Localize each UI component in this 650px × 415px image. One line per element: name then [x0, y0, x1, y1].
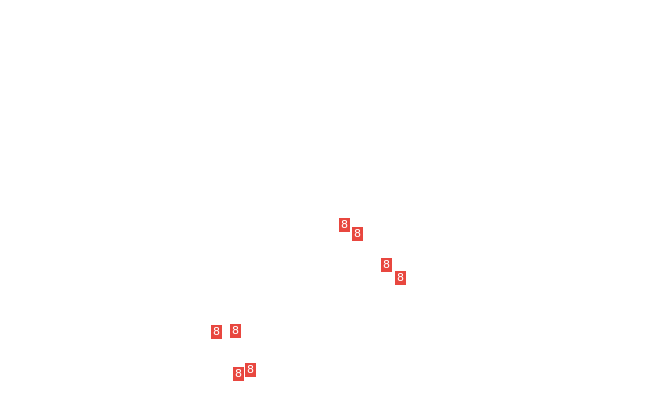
map-marker[interactable]: 8: [395, 271, 406, 285]
map-marker[interactable]: 8: [230, 324, 241, 338]
map-marker[interactable]: 8: [352, 227, 363, 241]
map-marker[interactable]: 8: [245, 363, 256, 377]
map-marker[interactable]: 8: [233, 367, 244, 381]
map-marker[interactable]: 8: [339, 218, 350, 232]
map-marker[interactable]: 8: [381, 258, 392, 272]
map-marker[interactable]: 8: [211, 325, 222, 339]
